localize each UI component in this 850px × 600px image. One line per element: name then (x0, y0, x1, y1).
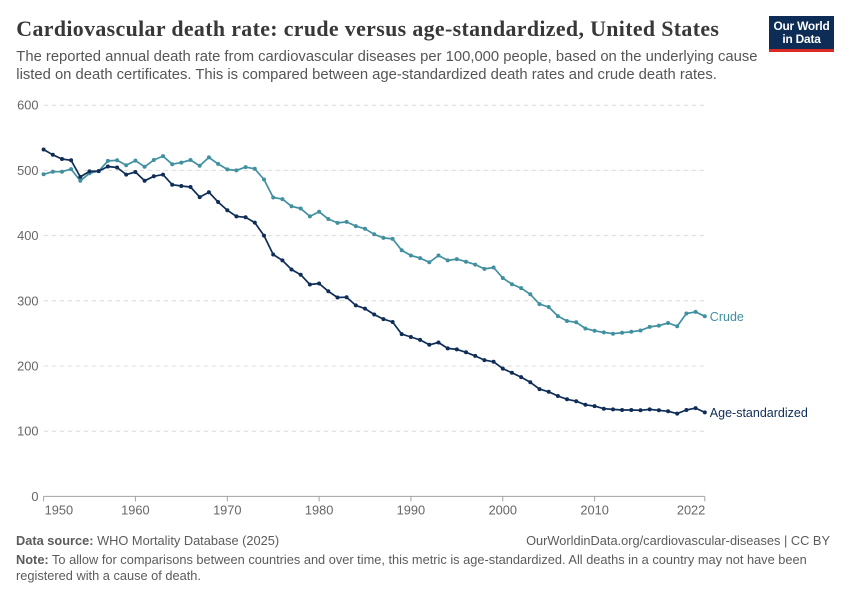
svg-text:2000: 2000 (489, 503, 517, 518)
svg-text:2022: 2022 (677, 503, 705, 518)
svg-text:200: 200 (17, 359, 38, 374)
svg-text:1960: 1960 (121, 503, 149, 518)
svg-text:500: 500 (17, 163, 38, 178)
svg-text:300: 300 (17, 293, 38, 308)
svg-text:1950: 1950 (45, 503, 73, 518)
svg-text:Age-standardized: Age-standardized (710, 406, 808, 420)
svg-text:1990: 1990 (397, 503, 425, 518)
svg-text:400: 400 (17, 228, 38, 243)
svg-text:Crude: Crude (710, 310, 744, 324)
svg-text:100: 100 (17, 424, 38, 439)
svg-text:1970: 1970 (213, 503, 241, 518)
svg-text:2010: 2010 (580, 503, 608, 518)
svg-text:0: 0 (31, 489, 38, 504)
svg-text:600: 600 (17, 98, 38, 113)
svg-text:1980: 1980 (305, 503, 333, 518)
